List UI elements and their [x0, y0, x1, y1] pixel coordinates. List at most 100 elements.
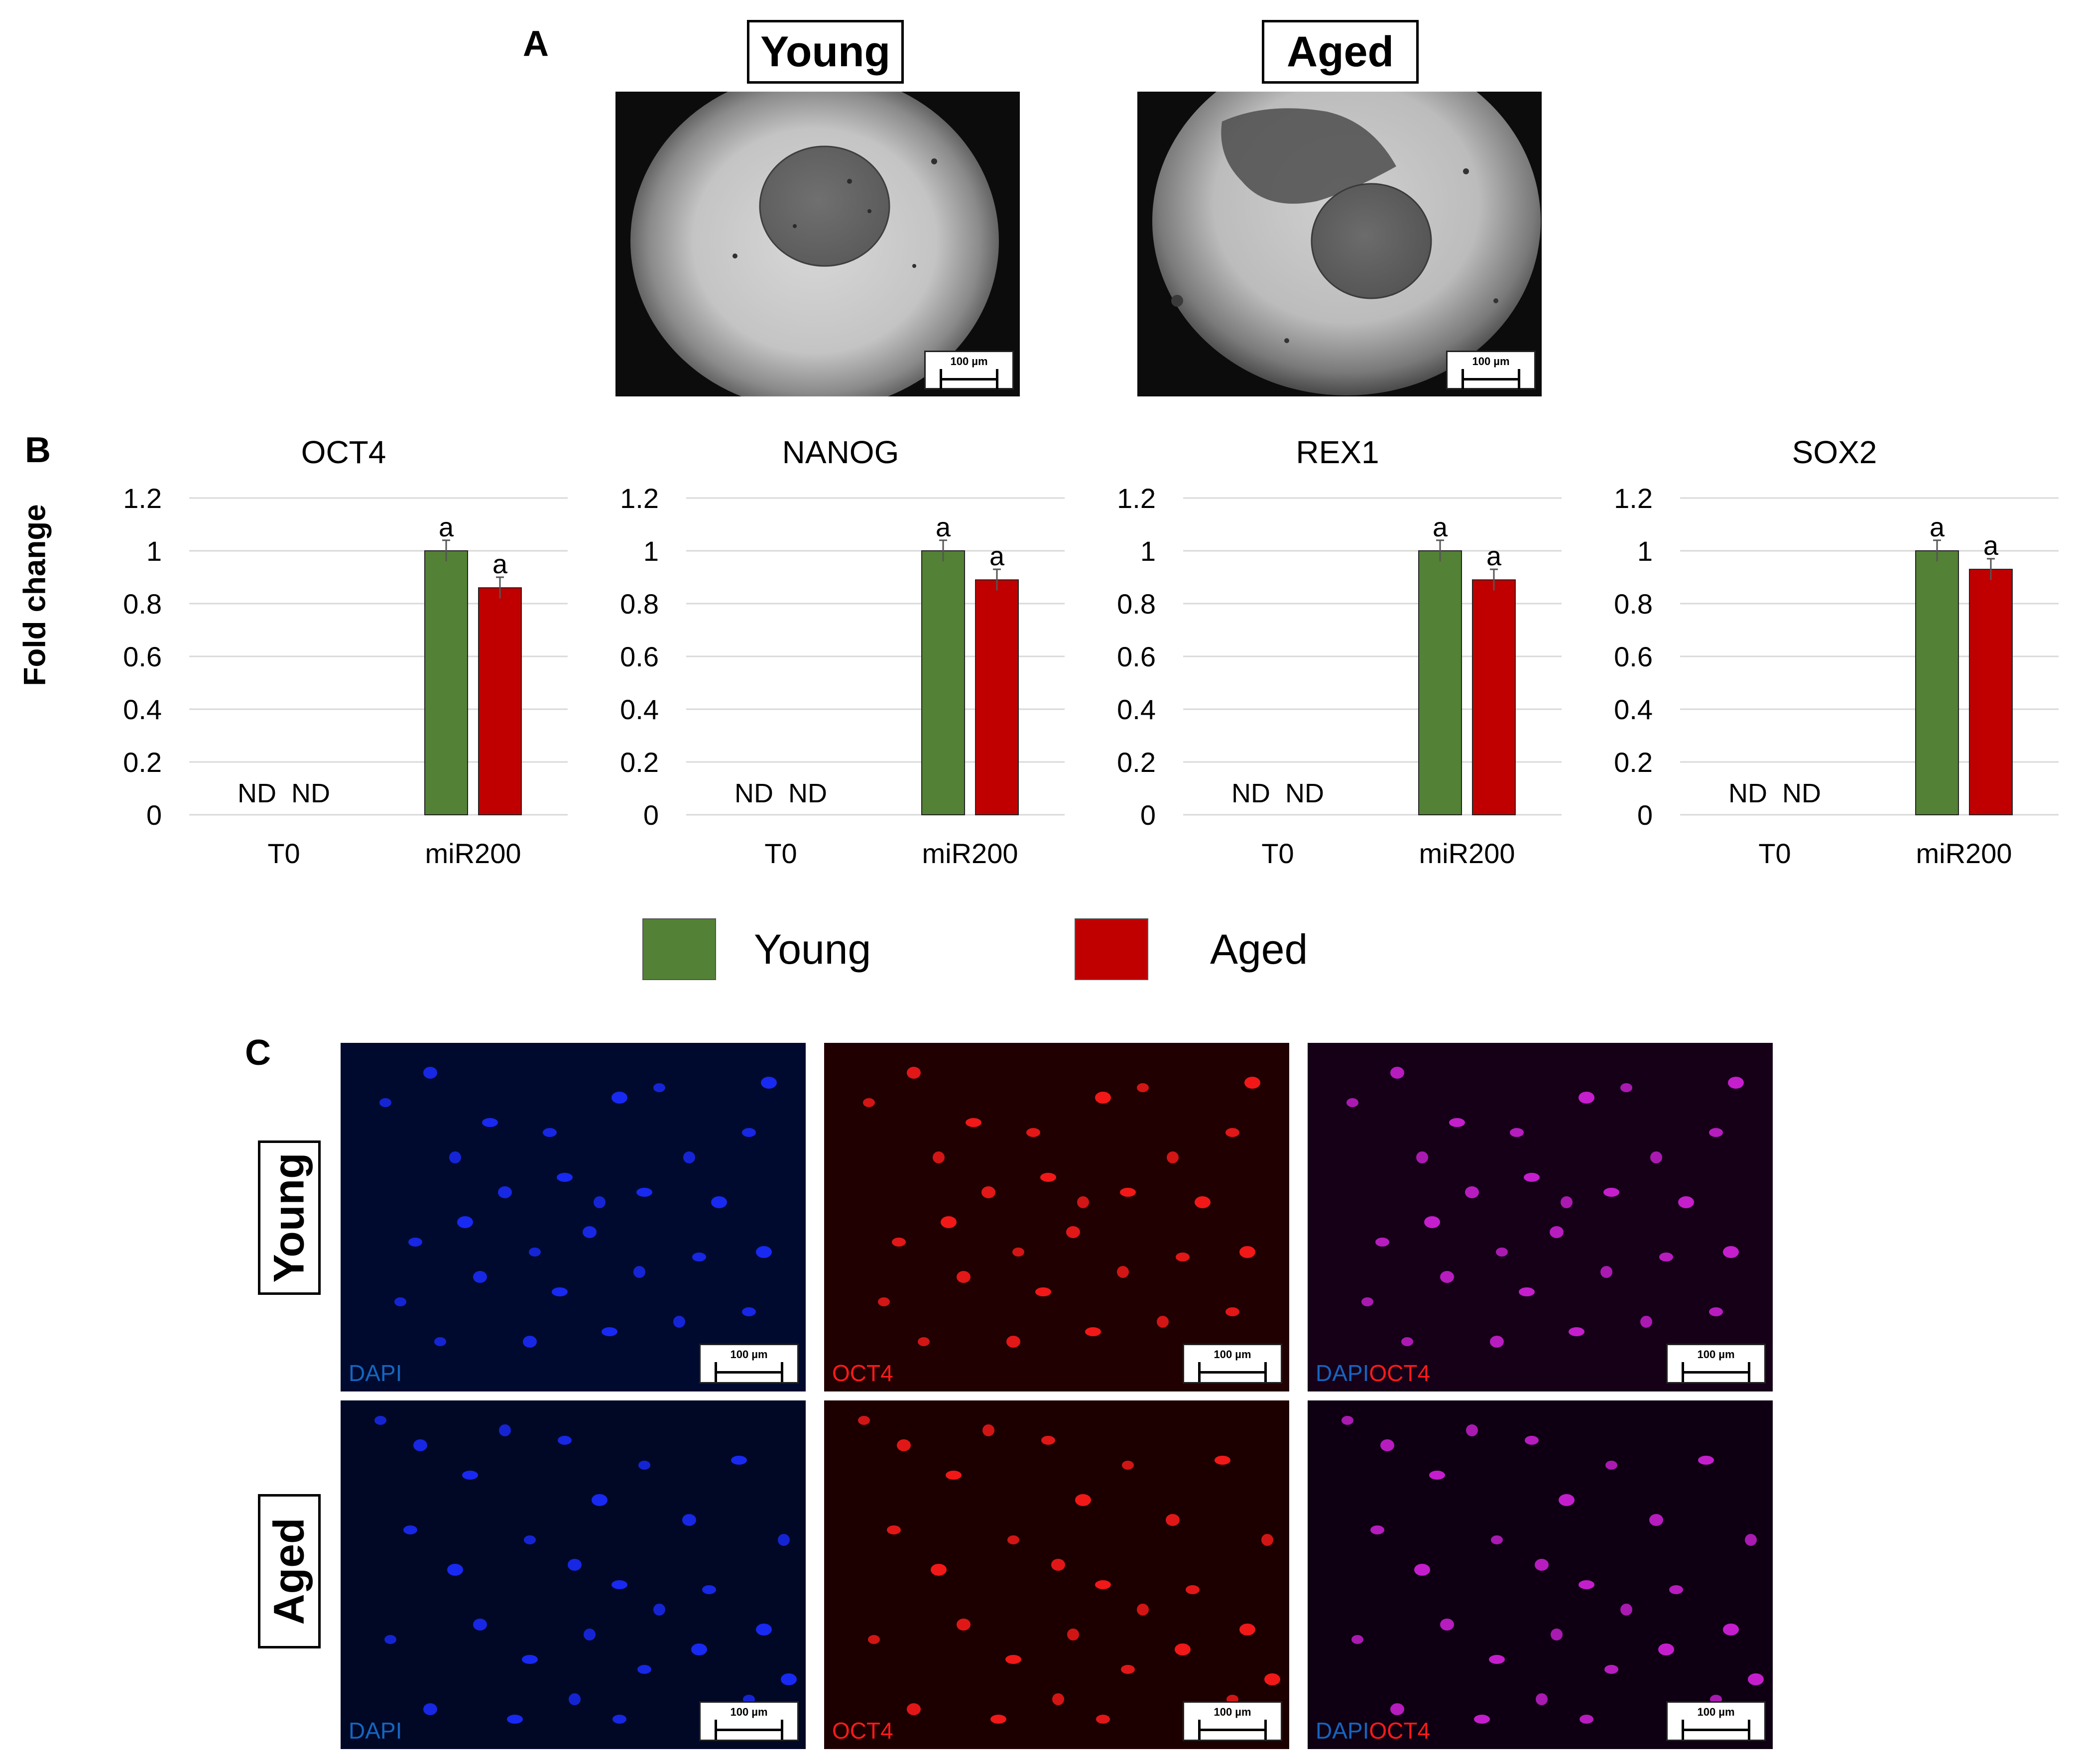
- nucleus: [907, 1703, 921, 1715]
- y-tick-label: 1.2: [1117, 483, 1156, 514]
- scale-bar-c: 100 µm: [1183, 1701, 1282, 1741]
- channel-label-part: DAPI: [1316, 1718, 1369, 1744]
- nucleus: [1678, 1196, 1694, 1208]
- nucleus: [1620, 1083, 1632, 1092]
- x-category-label: T0: [1758, 838, 1791, 869]
- nucleus: [552, 1287, 568, 1296]
- nucleus: [1085, 1327, 1101, 1336]
- channel-label-part: DAPI: [1316, 1360, 1369, 1386]
- nucleus: [1341, 1416, 1353, 1425]
- nucleus: [1051, 1559, 1065, 1571]
- channel-label: OCT4: [832, 1717, 893, 1744]
- nucleus: [702, 1585, 716, 1594]
- nucleus: [1117, 1266, 1129, 1278]
- legend-swatch-aged: [1075, 918, 1148, 980]
- nucleus: [592, 1494, 608, 1506]
- nucleus: [1658, 1643, 1674, 1655]
- nucleus: [1035, 1287, 1051, 1296]
- nd-label: ND: [291, 778, 330, 808]
- y-tick-label: 0.6: [1614, 641, 1653, 672]
- nucleus: [379, 1098, 391, 1107]
- y-tick-label: 0.6: [123, 641, 162, 672]
- x-category-label: miR200: [922, 838, 1018, 869]
- nd-label: ND: [788, 778, 827, 808]
- nucleus: [981, 1186, 995, 1198]
- nucleus: [1215, 1456, 1230, 1465]
- scale-bar-a-aged: 100 µm: [1446, 351, 1536, 389]
- scale-bar-label: 100 µm: [1697, 1348, 1735, 1361]
- channel-label-part: OCT4: [832, 1718, 893, 1744]
- nucleus: [691, 1643, 707, 1655]
- nucleus: [966, 1118, 981, 1127]
- channel-label-part: OCT4: [1369, 1718, 1431, 1744]
- panel-b-letter: B: [25, 430, 51, 470]
- legend-label-aged: Aged: [1210, 926, 1308, 973]
- chart-title-rex1: REX1: [1296, 434, 1379, 470]
- nucleus: [1225, 1128, 1239, 1137]
- nucleus: [1096, 1715, 1110, 1724]
- nucleus: [1007, 1535, 1019, 1544]
- nucleus: [1390, 1067, 1404, 1079]
- scale-bar-c: 100 µm: [699, 1701, 799, 1741]
- nucleus: [1095, 1580, 1111, 1589]
- chart-title-sox2: SOX2: [1792, 434, 1877, 470]
- nucleus: [1166, 1514, 1180, 1526]
- nucleus: [1040, 1173, 1056, 1182]
- nucleus: [1519, 1287, 1535, 1296]
- nucleus: [568, 1559, 582, 1571]
- nucleus: [1066, 1226, 1080, 1238]
- scale-bar-c: 100 µm: [699, 1344, 799, 1384]
- nucleus: [711, 1196, 727, 1208]
- fluorescence-image-aged-oct4: OCT4 100 µm: [824, 1400, 1289, 1749]
- nucleus: [1640, 1316, 1652, 1328]
- y-tick-label: 1: [643, 535, 659, 567]
- channel-label: OCT4: [832, 1360, 893, 1386]
- channel-label: DAPIOCT4: [1316, 1360, 1430, 1386]
- aged-label-c-text: Aged: [265, 1517, 313, 1625]
- nucleus: [1137, 1083, 1149, 1092]
- nucleus: [1490, 1336, 1504, 1348]
- y-tick-label: 0: [146, 799, 162, 831]
- nuclei-svg: [858, 1416, 1280, 1724]
- nucleus: [1550, 1226, 1564, 1238]
- nuclei-svg: [374, 1416, 797, 1724]
- significance-label: a: [1983, 531, 1999, 561]
- nucleus: [931, 1564, 947, 1576]
- brightfield-young-image: 100 µm: [615, 92, 1020, 396]
- nucleus: [1186, 1585, 1200, 1594]
- scale-bar-c: 100 µm: [1666, 1701, 1766, 1741]
- y-tick-label: 0.2: [123, 747, 162, 778]
- nd-label: ND: [238, 778, 276, 808]
- young-label-c-text: Young: [265, 1152, 313, 1283]
- nucleus: [499, 1424, 511, 1436]
- nucleus: [1401, 1337, 1413, 1346]
- bar-aged-mir200: [1472, 579, 1516, 815]
- nucleus: [1465, 1186, 1479, 1198]
- nucleus: [756, 1624, 772, 1636]
- nucleus: [1525, 1436, 1539, 1445]
- nucleus: [1604, 1665, 1618, 1674]
- scale-bar-c: 100 µm: [1666, 1344, 1766, 1384]
- nucleus: [449, 1151, 461, 1163]
- nucleus: [1120, 1188, 1136, 1197]
- nucleus: [941, 1216, 957, 1228]
- bar-aged-mir200: [975, 579, 1019, 815]
- nucleus: [1709, 1128, 1723, 1137]
- nucleus: [473, 1271, 487, 1283]
- nucleus: [1535, 1559, 1549, 1571]
- nucleus: [507, 1715, 523, 1724]
- nucleus: [1122, 1461, 1134, 1470]
- channel-label: DAPI: [349, 1360, 402, 1386]
- channel-label-part: OCT4: [832, 1360, 893, 1386]
- nucleus: [1264, 1673, 1280, 1685]
- nucleus: [583, 1226, 597, 1238]
- nucleus: [1466, 1424, 1478, 1436]
- x-category-label: miR200: [425, 838, 521, 869]
- y-tick-label: 1.2: [1614, 483, 1653, 514]
- nucleus: [1067, 1629, 1079, 1640]
- y-tick-label: 1.2: [123, 483, 162, 514]
- nucleus: [1600, 1266, 1612, 1278]
- significance-label: a: [492, 549, 508, 579]
- bar-charts-svg: OCT4 0 0.2 0.4 0.6 0.8 1 1.2 T0 miR200 ND a ND a NANOG…: [123, 434, 2059, 869]
- nucleus: [1077, 1196, 1089, 1208]
